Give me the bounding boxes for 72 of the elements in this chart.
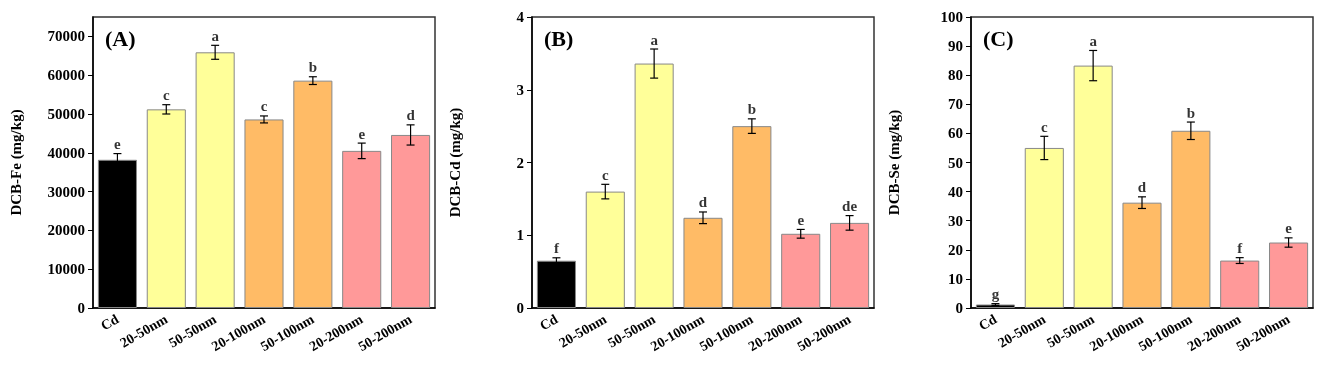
annotation: a: [211, 27, 220, 44]
annotation: e: [358, 125, 366, 142]
bar: [342, 150, 382, 308]
x-tick-label: Cd: [976, 311, 1000, 334]
y-tick-label: 60000: [47, 67, 85, 84]
annotation: e: [114, 136, 122, 153]
annotation: b: [308, 59, 318, 76]
y-axis-title: DCB-Cd (mg/kg): [446, 107, 464, 218]
bar: [732, 126, 772, 308]
y-axis-title: DCB-Se (mg/kg): [885, 109, 903, 216]
bar: [1269, 242, 1309, 308]
annotation: e: [797, 211, 805, 228]
annotation: f: [1237, 240, 1244, 257]
annotation: c: [1040, 118, 1048, 135]
annotation: d: [406, 107, 416, 124]
y-tick-label: 100: [940, 9, 963, 25]
y-tick-label: 0: [516, 300, 524, 316]
y-axis-title: DCB-Fe (mg/kg): [7, 109, 25, 216]
bar: [1171, 130, 1211, 308]
chart-title: (B): [544, 25, 574, 51]
annotation: c: [601, 166, 609, 183]
annotation: a: [1089, 32, 1098, 49]
y-tick-label: 0: [77, 300, 85, 316]
y-tick-label: 40: [948, 183, 963, 200]
bar: [1122, 202, 1162, 308]
annotation: a: [650, 31, 659, 48]
bar: [293, 80, 333, 308]
bar: [585, 191, 625, 308]
y-tick-label: 50: [948, 154, 963, 171]
annotation: d: [698, 194, 708, 211]
y-tick-label: 30: [948, 212, 963, 229]
annotation: d: [1137, 179, 1147, 196]
annotation: c: [162, 87, 170, 104]
y-tick-label: 30000: [47, 183, 85, 200]
annotation: c: [260, 98, 268, 115]
x-tick-label: Cd: [98, 311, 122, 334]
bar: [683, 217, 723, 308]
bar: [634, 63, 674, 308]
y-tick-label: 3: [516, 81, 524, 98]
annotation: b: [747, 101, 757, 118]
bar: [1024, 147, 1064, 308]
annotation: de: [842, 198, 858, 215]
y-tick-label: 40000: [47, 144, 85, 161]
y-tick-label: 70000: [47, 28, 85, 45]
y-tick-label: 20000: [47, 222, 85, 239]
y-tick-label: 70: [948, 96, 963, 113]
annotation: b: [1186, 104, 1196, 121]
bar: [146, 109, 186, 308]
y-tick-label: 10: [948, 270, 963, 287]
chart-title: (C): [983, 25, 1014, 51]
y-tick-label: 10000: [47, 261, 85, 278]
bar: [1073, 65, 1113, 308]
x-tick-label: Cd: [537, 311, 561, 334]
annotation: f: [553, 240, 560, 257]
y-tick-label: 50000: [47, 106, 85, 122]
bar: [391, 134, 431, 308]
bar: [781, 233, 821, 308]
y-tick-label: 20: [948, 241, 963, 258]
y-tick-label: 90: [948, 38, 963, 55]
y-tick-label: 2: [516, 154, 524, 171]
chart-title: (A): [105, 25, 136, 51]
y-tick-label: 0: [955, 300, 963, 316]
y-tick-label: 80: [948, 67, 963, 84]
annotation: e: [1285, 220, 1293, 237]
y-tick-label: 1: [516, 227, 524, 244]
y-tick-label: 4: [516, 9, 525, 25]
bar: [195, 52, 235, 308]
y-tick-label: 60: [948, 125, 963, 142]
bar: [244, 119, 284, 308]
bar: [1220, 260, 1260, 308]
bar: [830, 222, 870, 308]
annotation: g: [991, 286, 1000, 303]
